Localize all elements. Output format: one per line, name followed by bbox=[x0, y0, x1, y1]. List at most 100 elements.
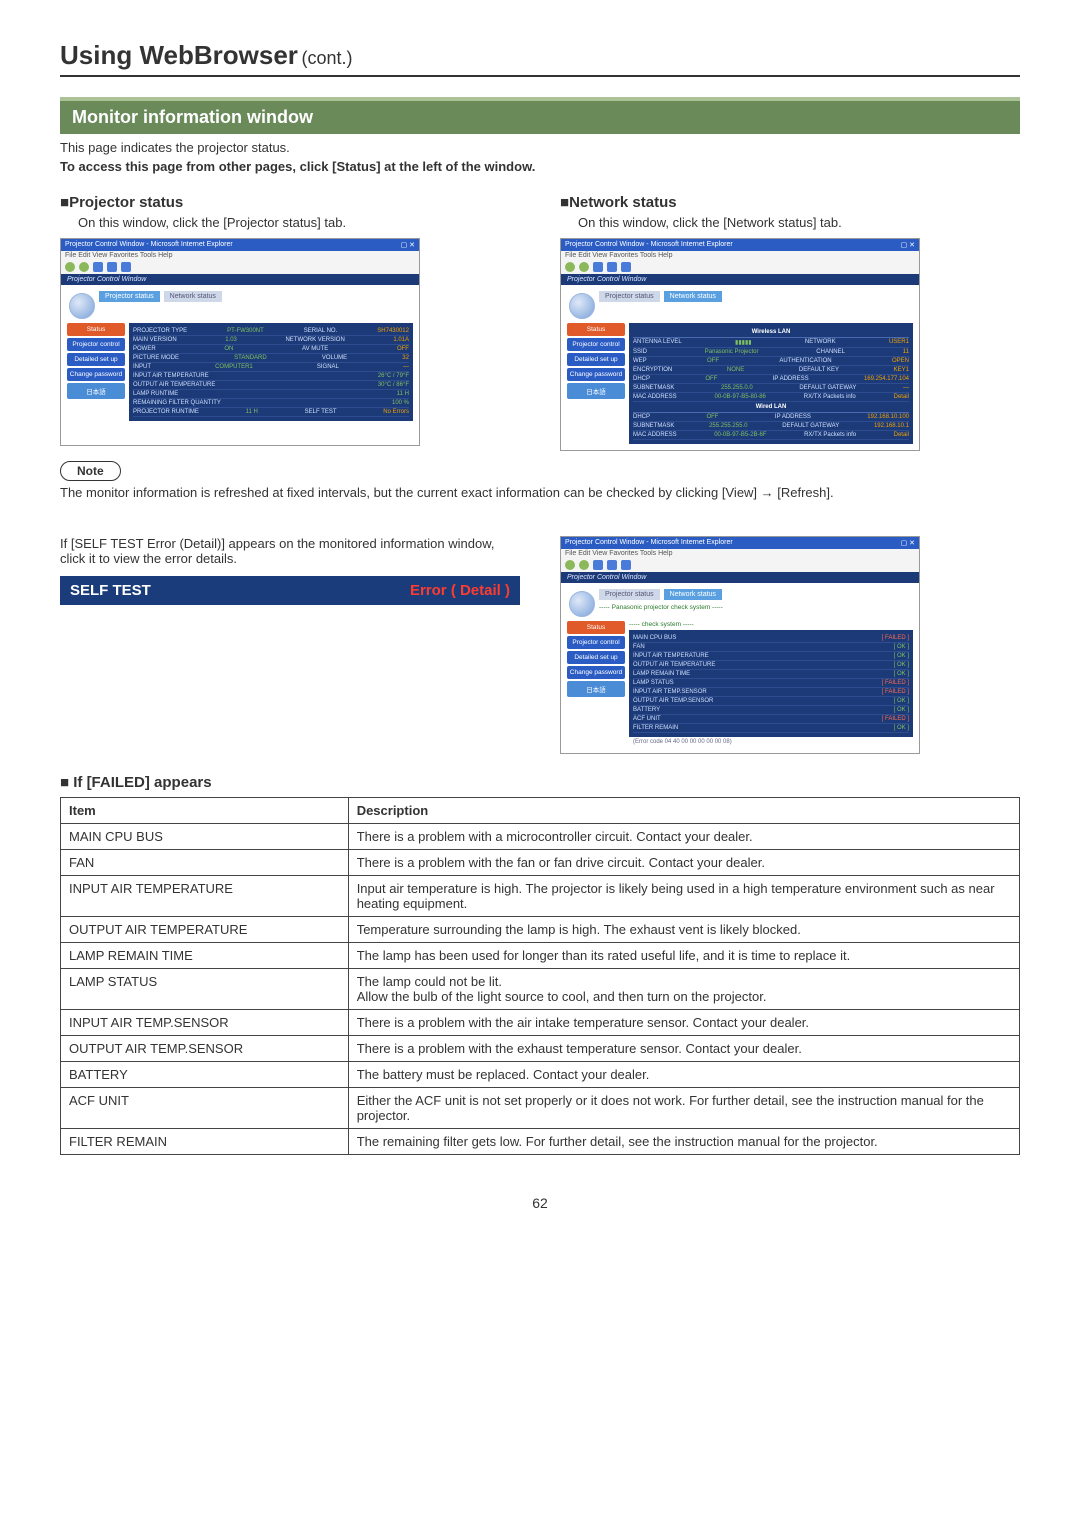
fav-icon bbox=[121, 262, 131, 272]
projector-text: On this window, click the [Projector sta… bbox=[78, 215, 520, 230]
screenshot-selftest-detail: Projector Control Window - Microsoft Int… bbox=[560, 536, 920, 754]
screenshot-network-status: Projector Control Window - Microsoft Int… bbox=[560, 238, 920, 451]
tab-network-status[interactable]: Network status bbox=[664, 291, 722, 302]
globe-icon bbox=[569, 293, 595, 319]
globe-icon bbox=[569, 591, 595, 617]
sidebar-item[interactable]: Change password bbox=[567, 368, 625, 381]
panel-row: OUTPUT AIR TEMPERATURE30°C / 86°F bbox=[133, 381, 409, 390]
sidebar-item[interactable]: Projector control bbox=[67, 338, 125, 351]
projector-status-col: ■Projector status On this window, click … bbox=[60, 194, 520, 451]
fav-icon bbox=[621, 560, 631, 570]
panel-row: SSIDPanasonic ProjectorCHANNEL11 bbox=[633, 348, 909, 357]
sidebar-item[interactable]: 日本語 bbox=[567, 681, 625, 697]
sidebar-item[interactable]: Status bbox=[567, 621, 625, 634]
cell-item: FAN bbox=[61, 850, 349, 876]
sidebar-item[interactable]: Change password bbox=[67, 368, 125, 381]
tab-network-status[interactable]: Network status bbox=[664, 589, 722, 600]
tab-projector-status[interactable]: Projector status bbox=[99, 291, 160, 302]
note-block: Note The monitor information is refreshe… bbox=[60, 461, 1020, 500]
check-subtitle: ----- Panasonic projector check system -… bbox=[599, 604, 913, 611]
win-toolbar bbox=[561, 260, 919, 274]
tab-projector-status[interactable]: Projector status bbox=[599, 291, 660, 302]
page-number: 62 bbox=[60, 1195, 1020, 1211]
panel-row: MAIN CPU BUS[ FAILED ] bbox=[633, 634, 909, 643]
sidebar-item[interactable]: 日本語 bbox=[567, 383, 625, 399]
win-menu: File Edit View Favorites Tools Help bbox=[561, 549, 919, 558]
fwd-icon bbox=[79, 262, 89, 272]
note-body: The monitor information is refreshed at … bbox=[60, 485, 1020, 500]
cell-desc: The battery must be replaced. Contact yo… bbox=[348, 1062, 1019, 1088]
title-main: Using WebBrowser bbox=[60, 40, 298, 70]
mid-paragraph: If [SELF TEST Error (Detail)] appears on… bbox=[60, 536, 520, 566]
panel-row: INPUT AIR TEMP.SENSOR[ FAILED ] bbox=[633, 688, 909, 697]
network-heading: Network status bbox=[569, 194, 677, 211]
fav-icon bbox=[621, 262, 631, 272]
panel-row: ENCRYPTIONNONEDEFAULT KEYKEY1 bbox=[633, 366, 909, 375]
cell-desc: The lamp has been used for longer than i… bbox=[348, 943, 1019, 969]
cell-desc: The lamp could not be lit.Allow the bulb… bbox=[348, 969, 1019, 1010]
fwd-icon bbox=[579, 560, 589, 570]
panel-row: MAC ADDRESS00-0B-97-B5-2B-6FRX/TX Packet… bbox=[633, 431, 909, 440]
sidebar-item[interactable]: Detailed set up bbox=[567, 353, 625, 366]
sidebar-item[interactable]: Projector control bbox=[567, 636, 625, 649]
table-row: LAMP REMAIN TIMEThe lamp has been used f… bbox=[61, 943, 1020, 969]
sidebar-item[interactable]: Status bbox=[67, 323, 125, 336]
cell-item: ACF UNIT bbox=[61, 1088, 349, 1129]
shot-darkbar: Projector Control Window bbox=[561, 572, 919, 583]
home-icon bbox=[593, 262, 603, 272]
home-icon bbox=[593, 560, 603, 570]
table-row: MAIN CPU BUSThere is a problem with a mi… bbox=[61, 824, 1020, 850]
page-title-row: Using WebBrowser (cont.) bbox=[60, 40, 1020, 77]
win-controls: ▢ ✕ bbox=[901, 241, 915, 249]
tab-projector-status[interactable]: Projector status bbox=[599, 589, 660, 600]
table-row: FILTER REMAINThe remaining filter gets l… bbox=[61, 1129, 1020, 1155]
cell-item: OUTPUT AIR TEMP.SENSOR bbox=[61, 1036, 349, 1062]
fwd-icon bbox=[579, 262, 589, 272]
failed-table: Item Description MAIN CPU BUSThere is a … bbox=[60, 797, 1020, 1155]
square-bullet-2: ■ bbox=[560, 194, 569, 211]
win-toolbar bbox=[61, 260, 419, 274]
failed-heading: ■ If [FAILED] appears bbox=[60, 774, 1020, 791]
panel-row: DHCPOFFIP ADDRESS192.168.10.100 bbox=[633, 413, 909, 422]
sidebar-item[interactable]: Detailed set up bbox=[67, 353, 125, 366]
screenshot-projector-status: Projector Control Window - Microsoft Int… bbox=[60, 238, 420, 446]
sidebar-item[interactable]: Projector control bbox=[567, 338, 625, 351]
win-controls: ▢ ✕ bbox=[401, 241, 415, 249]
sidebar-item[interactable]: Status bbox=[567, 323, 625, 336]
cell-desc: There is a problem with the fan or fan d… bbox=[348, 850, 1019, 876]
panel-row: PROJECTOR TYPEPT-FW300NTSERIAL NO.SH7430… bbox=[133, 327, 409, 336]
table-row: INPUT AIR TEMPERATUREInput air temperatu… bbox=[61, 876, 1020, 917]
panel-row: POWERONAV MUTEOFF bbox=[133, 345, 409, 354]
panel-row: MAIN VERSION1.03NETWORK VERSION1.01A bbox=[133, 336, 409, 345]
panel-row: ANTENNA LEVEL▮▮▮▮▮NETWORKUSER1 bbox=[633, 338, 909, 348]
section-bar: Monitor information window bbox=[60, 97, 1020, 134]
win-title: Projector Control Window - Microsoft Int… bbox=[565, 539, 733, 547]
sidebar-item[interactable]: 日本語 bbox=[67, 383, 125, 399]
sidebar-item[interactable]: Change password bbox=[567, 666, 625, 679]
search-icon bbox=[607, 560, 617, 570]
selftest-error-link[interactable]: Error ( Detail ) bbox=[410, 582, 510, 599]
square-bullet: ■ bbox=[60, 194, 69, 211]
intro-line-1: This page indicates the projector status… bbox=[60, 140, 1020, 155]
network-status-col: ■Network status On this window, click th… bbox=[560, 194, 1020, 451]
cell-desc: The remaining filter gets low. For furth… bbox=[348, 1129, 1019, 1155]
projector-heading: Projector status bbox=[69, 194, 183, 211]
shot-darkbar: Projector Control Window bbox=[61, 274, 419, 285]
sidebar-item[interactable]: Detailed set up bbox=[567, 651, 625, 664]
table-row: BATTERYThe battery must be replaced. Con… bbox=[61, 1062, 1020, 1088]
cell-item: LAMP STATUS bbox=[61, 969, 349, 1010]
cell-desc: There is a problem with the air intake t… bbox=[348, 1010, 1019, 1036]
panel-row: FILTER REMAIN[ OK ] bbox=[633, 724, 909, 733]
tab-network-status[interactable]: Network status bbox=[164, 291, 222, 302]
home-icon bbox=[93, 262, 103, 272]
th-desc: Description bbox=[348, 798, 1019, 824]
table-row: OUTPUT AIR TEMPERATURETemperature surrou… bbox=[61, 917, 1020, 943]
cell-item: BATTERY bbox=[61, 1062, 349, 1088]
cell-item: INPUT AIR TEMP.SENSOR bbox=[61, 1010, 349, 1036]
win-title: Projector Control Window - Microsoft Int… bbox=[65, 241, 233, 249]
panel-row: INPUTCOMPUTER1SIGNAL— bbox=[133, 363, 409, 372]
cell-item: OUTPUT AIR TEMPERATURE bbox=[61, 917, 349, 943]
cell-desc: Input air temperature is high. The proje… bbox=[348, 876, 1019, 917]
panel-row: SUBNETMASK255.255.255.0DEFAULT GATEWAY19… bbox=[633, 422, 909, 431]
panel-row: BATTERY[ OK ] bbox=[633, 706, 909, 715]
